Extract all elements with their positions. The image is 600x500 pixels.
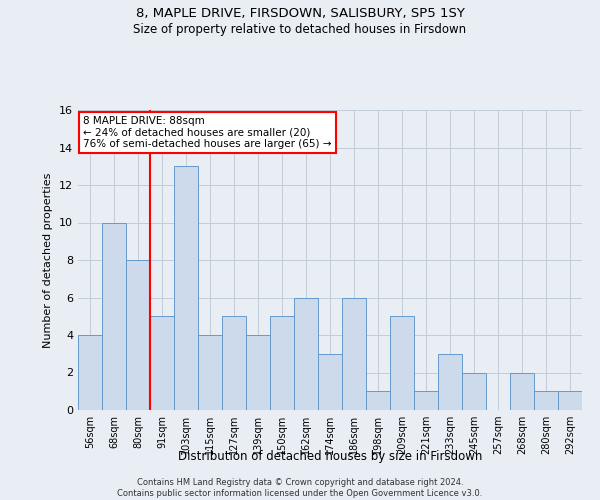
Bar — [222, 316, 246, 410]
Bar — [438, 354, 462, 410]
Bar — [414, 391, 438, 410]
Bar — [198, 335, 222, 410]
Bar — [126, 260, 150, 410]
Bar — [246, 335, 270, 410]
Text: 8 MAPLE DRIVE: 88sqm
← 24% of detached houses are smaller (20)
76% of semi-detac: 8 MAPLE DRIVE: 88sqm ← 24% of detached h… — [83, 116, 332, 149]
Bar — [102, 222, 126, 410]
Bar — [390, 316, 414, 410]
Bar — [270, 316, 294, 410]
Bar — [174, 166, 198, 410]
Bar — [342, 298, 366, 410]
Bar — [462, 372, 486, 410]
Bar — [78, 335, 102, 410]
Bar — [366, 391, 390, 410]
Text: Size of property relative to detached houses in Firsdown: Size of property relative to detached ho… — [133, 22, 467, 36]
Text: Distribution of detached houses by size in Firsdown: Distribution of detached houses by size … — [178, 450, 482, 463]
Bar — [534, 391, 558, 410]
Bar — [150, 316, 174, 410]
Bar — [510, 372, 534, 410]
Bar — [294, 298, 318, 410]
Bar — [558, 391, 582, 410]
Y-axis label: Number of detached properties: Number of detached properties — [43, 172, 53, 348]
Text: 8, MAPLE DRIVE, FIRSDOWN, SALISBURY, SP5 1SY: 8, MAPLE DRIVE, FIRSDOWN, SALISBURY, SP5… — [136, 8, 464, 20]
Text: Contains HM Land Registry data © Crown copyright and database right 2024.
Contai: Contains HM Land Registry data © Crown c… — [118, 478, 482, 498]
Bar — [318, 354, 342, 410]
